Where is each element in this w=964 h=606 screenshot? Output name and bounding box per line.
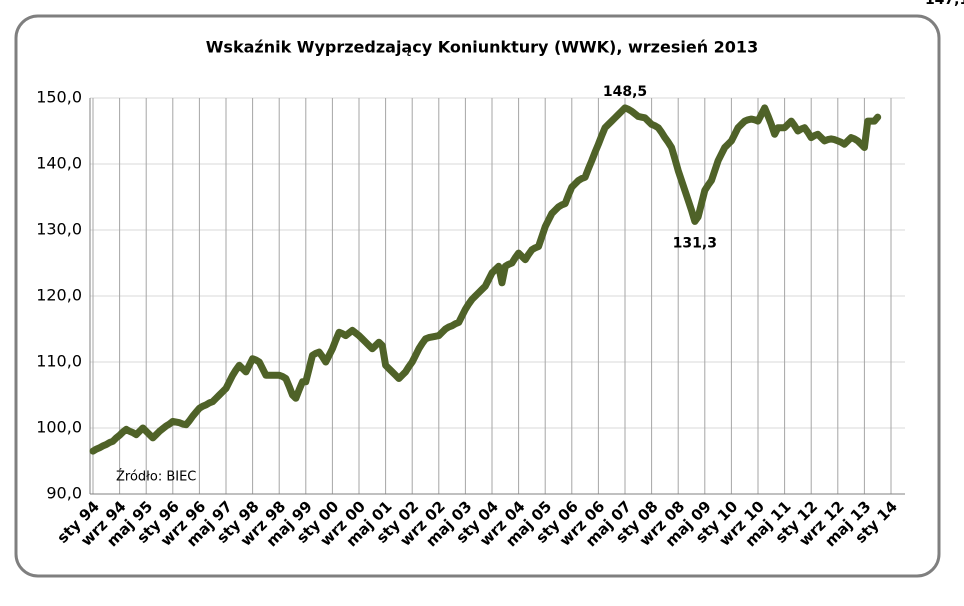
y-tick-label: 120,0 [36, 286, 82, 305]
y-tick-label: 140,0 [36, 154, 82, 173]
chart-title: Wskaźnik Wyprzedzający Koniunktury (WWK)… [206, 38, 758, 57]
data-line [89, 104, 882, 455]
source-note: Źródło: BIEC [116, 469, 196, 485]
data-label: 131,3 [673, 235, 717, 251]
y-tick-label: 110,0 [36, 352, 82, 371]
y-tick-label: 100,0 [36, 418, 82, 437]
data-label: 147,1 [925, 0, 964, 8]
y-tick-label: 130,0 [36, 220, 82, 239]
y-tick-label: 150,0 [36, 88, 82, 107]
y-tick-label: 90,0 [46, 484, 82, 503]
data-label: 148,5 [603, 84, 647, 100]
